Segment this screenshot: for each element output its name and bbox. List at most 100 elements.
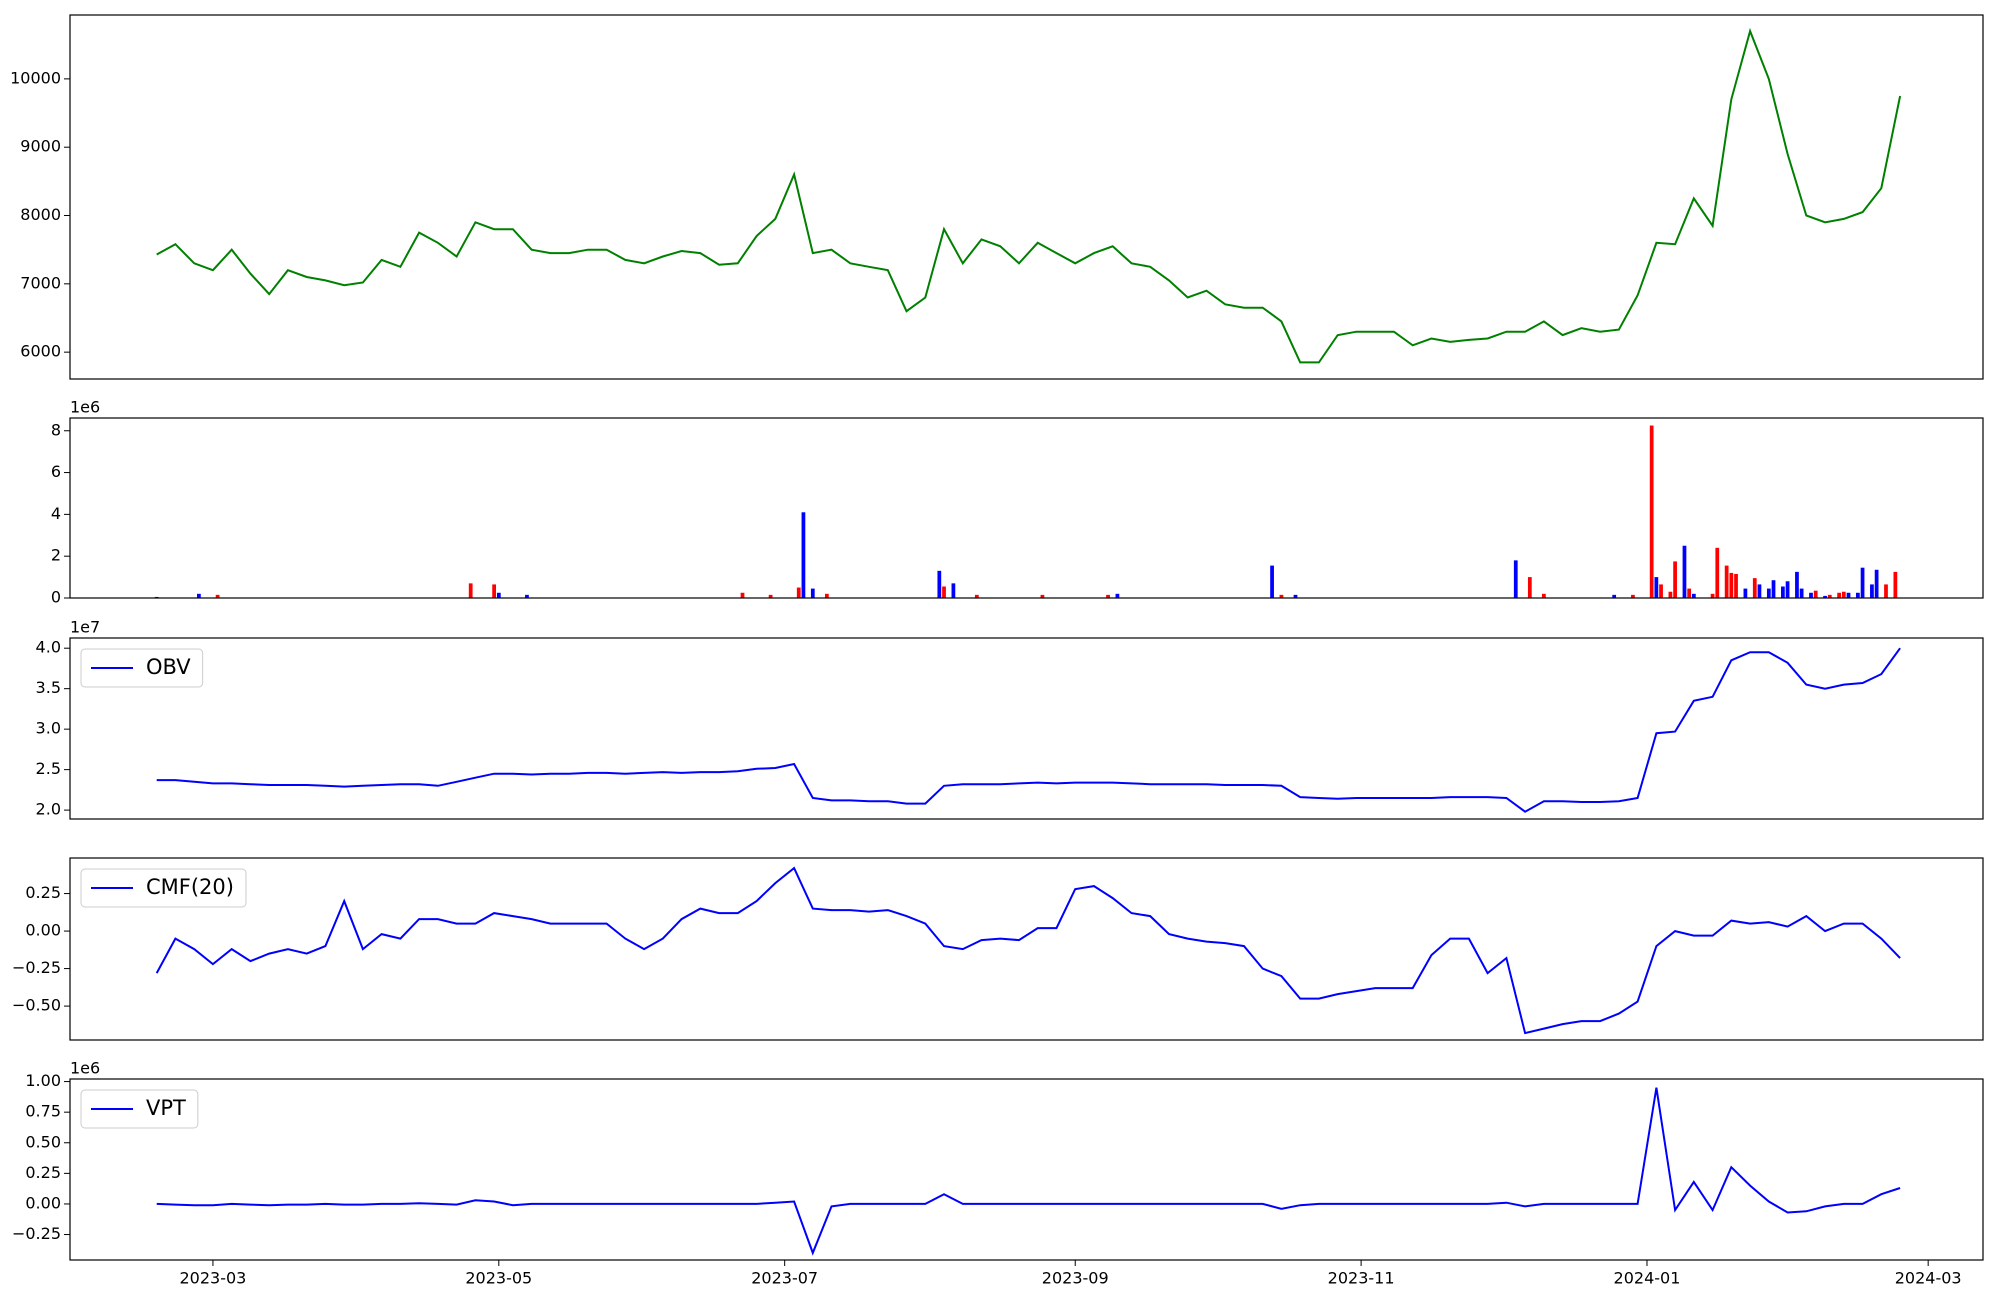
- y-tick-label: 10000: [10, 68, 61, 87]
- bar: [1654, 577, 1659, 598]
- bar: [1860, 567, 1865, 598]
- x-tick-label: 2023-03: [180, 1269, 247, 1288]
- line: [156, 27, 1902, 364]
- bar: [974, 594, 979, 598]
- legend-label: VPT: [146, 1096, 186, 1120]
- bar: [1884, 584, 1888, 598]
- bar: [1668, 591, 1673, 598]
- y-tick-label: 0.00: [25, 921, 61, 940]
- line: [155, 866, 1901, 1035]
- line: [156, 1087, 1901, 1256]
- y-tick-label: 7000: [20, 273, 61, 292]
- bar: [1734, 573, 1738, 598]
- bar: [1855, 592, 1860, 598]
- y-tick-label: 0.00: [25, 1193, 61, 1212]
- bar: [1809, 592, 1813, 598]
- plot-frame: [69, 637, 1984, 820]
- bar: [1040, 594, 1045, 598]
- bar: [1687, 588, 1692, 598]
- bar: [1513, 560, 1518, 598]
- bar: [937, 570, 942, 598]
- bar: [1766, 588, 1771, 598]
- plot-frame: [69, 857, 1984, 1041]
- y-tick-label: 0: [51, 588, 61, 607]
- legend-box: [80, 648, 204, 688]
- y-tick-label: 0.25: [25, 883, 61, 902]
- bar: [1270, 565, 1274, 598]
- bar: [1673, 561, 1677, 598]
- bar: [1715, 547, 1720, 598]
- axis-offset-label: 1e7: [70, 618, 100, 637]
- bar: [1757, 584, 1762, 598]
- x-tick-label: 2023-05: [465, 1269, 532, 1288]
- bar: [1682, 545, 1687, 598]
- bar: [1874, 569, 1879, 598]
- bar: [1724, 565, 1729, 598]
- bar: [468, 583, 473, 598]
- bar: [1106, 594, 1110, 598]
- bar: [796, 587, 801, 598]
- bar: [1870, 584, 1874, 598]
- legend-label: CMF(20): [146, 875, 234, 899]
- bar: [1691, 593, 1696, 598]
- y-tick-label: 8000: [20, 205, 61, 224]
- bar: [1743, 588, 1748, 598]
- plot-frame: [69, 14, 1984, 380]
- x-tick-label: 2024-03: [1895, 1269, 1962, 1288]
- bar: [1279, 594, 1284, 598]
- bar: [1893, 571, 1898, 598]
- legend-box: [80, 1089, 199, 1129]
- bar: [525, 594, 529, 598]
- bar: [496, 592, 501, 598]
- bar: [215, 594, 220, 598]
- bar: [810, 588, 815, 598]
- y-tick-label: 9000: [20, 137, 61, 156]
- bar: [1846, 592, 1851, 598]
- bar: [1710, 593, 1715, 598]
- y-tick-label: 2.0: [36, 800, 61, 819]
- bar: [768, 594, 773, 598]
- bar: [1837, 592, 1842, 598]
- y-tick-label: 6000: [20, 342, 61, 361]
- bar: [1649, 425, 1654, 598]
- x-tick-label: 2023-09: [1042, 1269, 1109, 1288]
- bar: [1781, 586, 1785, 598]
- bar: [1729, 572, 1734, 598]
- y-tick-label: 8: [51, 420, 61, 439]
- y-tick-label: 0.75: [25, 1102, 61, 1121]
- plot-frame: [69, 1078, 1984, 1261]
- y-tick-label: 4.0: [36, 638, 61, 657]
- axis-offset-label: 1e6: [70, 398, 100, 417]
- bar: [1813, 590, 1818, 598]
- bar: [1827, 594, 1832, 598]
- y-tick-label: −0.25: [12, 1224, 61, 1243]
- line: [156, 647, 1901, 813]
- x-tick-label: 2024-01: [1614, 1269, 1681, 1288]
- y-tick-label: 3.0: [36, 719, 61, 738]
- y-tick-label: 4: [51, 504, 61, 523]
- x-tick-label: 2023-11: [1328, 1269, 1395, 1288]
- y-tick-label: 6: [51, 462, 61, 481]
- bar: [1799, 588, 1804, 598]
- bar: [1841, 591, 1846, 598]
- bar: [1115, 593, 1120, 598]
- bar: [1542, 593, 1546, 598]
- bar: [197, 593, 201, 598]
- plot-frame: [69, 417, 1984, 599]
- y-tick-label: 2: [51, 546, 61, 565]
- y-tick-label: 2.5: [36, 759, 61, 778]
- bar: [1631, 594, 1635, 598]
- bar: [1823, 595, 1827, 598]
- bar: [1771, 580, 1776, 598]
- legend-box: [80, 868, 247, 908]
- y-tick-label: 0.50: [25, 1132, 61, 1151]
- y-tick-label: 3.5: [36, 678, 61, 697]
- y-tick-label: −0.50: [12, 996, 61, 1015]
- bar: [1752, 578, 1757, 598]
- bar: [1293, 594, 1298, 598]
- bar: [492, 584, 496, 598]
- bar: [824, 593, 829, 598]
- y-tick-label: −0.25: [12, 958, 61, 977]
- y-tick-label: 0.25: [25, 1163, 61, 1182]
